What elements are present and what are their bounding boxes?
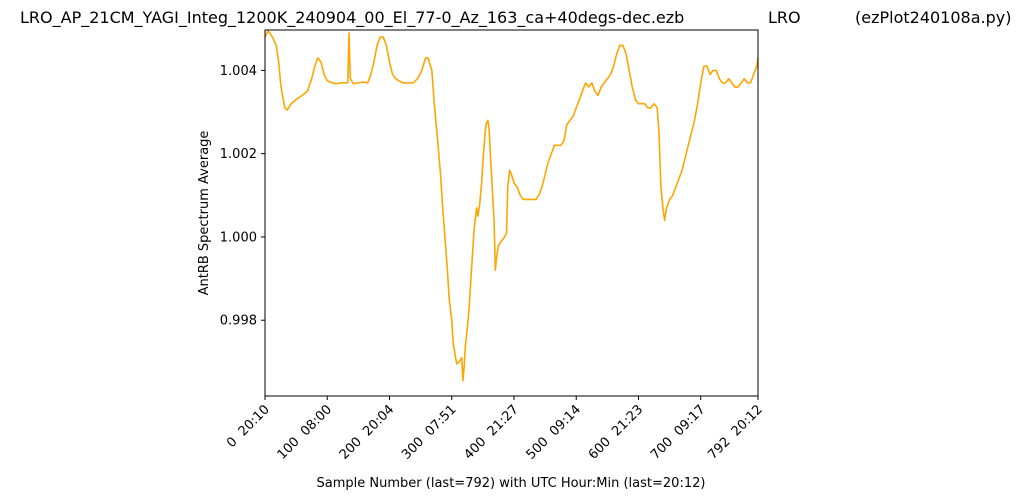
y-axis-label: AntRB Spectrum Average xyxy=(197,131,212,296)
x-axis-label: Sample Number (last=792) with UTC Hour:M… xyxy=(317,476,706,491)
chart-title-station: LRO xyxy=(768,8,801,27)
y-axis: 0.998 1.000 1.002 1.004 xyxy=(220,64,265,329)
y-tick-label: 1.000 xyxy=(220,230,257,245)
x-tick-label: 400 21:27 xyxy=(461,402,521,462)
y-tick-label: 1.004 xyxy=(220,64,257,79)
y-tick-label: 1.002 xyxy=(220,147,257,162)
x-tick-label: 100 08:00 xyxy=(275,402,335,462)
y-tick-label: 0.998 xyxy=(220,314,257,329)
x-tick-label: 300 07:51 xyxy=(399,402,459,462)
x-axis: 0 20:10 100 08:00 200 20:04 300 07:51 400 21… xyxy=(224,396,766,463)
plot-line-group xyxy=(264,30,759,382)
series-line-0 xyxy=(264,30,759,382)
x-tick-label: 792 20:12 xyxy=(705,402,765,462)
chart-title: LRO_AP_21CM_YAGI_Integ_1200K_240904_00_E… xyxy=(20,8,685,27)
x-tick-label: 500 09:14 xyxy=(524,402,584,462)
chart-title-script: (ezPlot240108a.py) xyxy=(855,8,1012,27)
x-tick-label: 600 21:23 xyxy=(586,402,646,462)
plot-area-frame xyxy=(264,29,759,397)
x-tick-label: 200 20:04 xyxy=(337,402,397,462)
x-tick-label: 700 09:17 xyxy=(648,402,708,462)
x-tick-label: 0 20:10 xyxy=(224,402,273,451)
